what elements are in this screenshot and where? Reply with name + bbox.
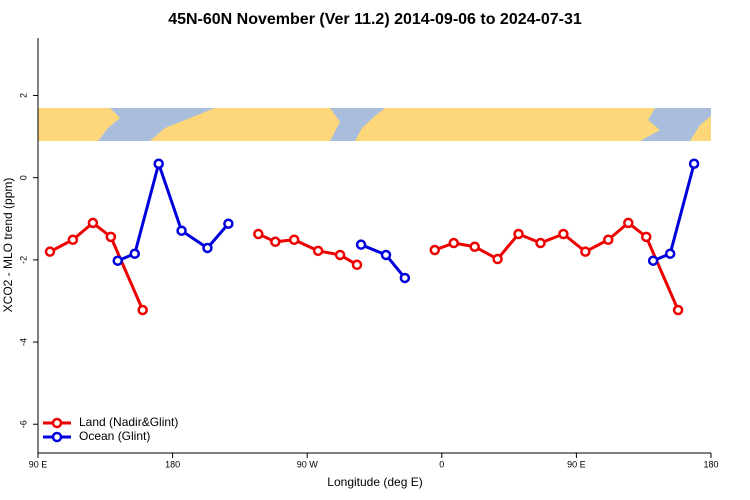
data-point bbox=[380, 249, 392, 261]
data-point bbox=[580, 246, 591, 257]
data-point bbox=[137, 304, 148, 316]
chart-title: 45N-60N November (Ver 11.2) 2014-09-06 t… bbox=[168, 11, 582, 28]
y-tick-label: -6 bbox=[18, 420, 28, 428]
y-tick-label: 0 bbox=[18, 175, 28, 180]
x-tick-label: 180 bbox=[703, 459, 718, 469]
map-land bbox=[150, 108, 340, 141]
legend-label: Land (Nadir&Glint) bbox=[79, 415, 178, 429]
data-point bbox=[672, 304, 684, 316]
data-point bbox=[558, 228, 569, 240]
data-point bbox=[640, 231, 652, 243]
data-point bbox=[623, 217, 634, 229]
data-point bbox=[513, 228, 524, 240]
map-land bbox=[690, 116, 711, 141]
legend-marker bbox=[51, 431, 63, 443]
data-point bbox=[603, 234, 614, 245]
map-strip bbox=[38, 108, 711, 141]
map-land bbox=[38, 108, 120, 141]
data-point bbox=[112, 255, 123, 266]
data-point bbox=[688, 158, 700, 169]
y-tick-label: -2 bbox=[18, 256, 28, 264]
series-line bbox=[49, 221, 680, 311]
x-axis-title: Longitude (deg E) bbox=[327, 475, 422, 489]
data-point bbox=[351, 259, 363, 271]
data-point bbox=[105, 231, 117, 243]
data-point bbox=[253, 228, 264, 240]
data-point bbox=[664, 248, 676, 259]
data-point bbox=[355, 239, 367, 250]
data-point bbox=[535, 237, 546, 249]
data-point bbox=[44, 246, 56, 257]
data-point bbox=[399, 272, 411, 284]
x-tick-label: 90 E bbox=[567, 459, 586, 469]
data-point bbox=[176, 225, 187, 236]
data-point bbox=[288, 234, 300, 245]
data-point bbox=[334, 249, 346, 261]
data-point bbox=[270, 236, 281, 248]
legend-label: Ocean (Glint) bbox=[79, 429, 150, 443]
data-point bbox=[153, 158, 164, 169]
legend-marker bbox=[51, 417, 63, 429]
y-tick-label: 2 bbox=[18, 93, 28, 98]
data-point bbox=[647, 255, 659, 266]
data-point bbox=[492, 253, 503, 265]
data-point bbox=[87, 217, 99, 229]
series-line bbox=[117, 162, 696, 279]
x-tick-label: 90 W bbox=[297, 459, 319, 469]
data-point bbox=[429, 244, 441, 256]
x-tick-label: 0 bbox=[439, 459, 444, 469]
y-tick-label: -4 bbox=[18, 338, 28, 346]
data-point bbox=[223, 218, 234, 229]
data-point bbox=[469, 241, 480, 252]
y-axis-title: XCO2 - MLO trend (ppm) bbox=[1, 178, 15, 313]
data-point bbox=[448, 237, 460, 249]
data-point bbox=[67, 234, 79, 245]
data-point bbox=[312, 245, 324, 257]
x-tick-label: 180 bbox=[165, 459, 180, 469]
data-point bbox=[202, 242, 213, 254]
x-tick-label: 90 E bbox=[29, 459, 48, 469]
map-land bbox=[355, 108, 660, 141]
data-point bbox=[129, 248, 141, 259]
